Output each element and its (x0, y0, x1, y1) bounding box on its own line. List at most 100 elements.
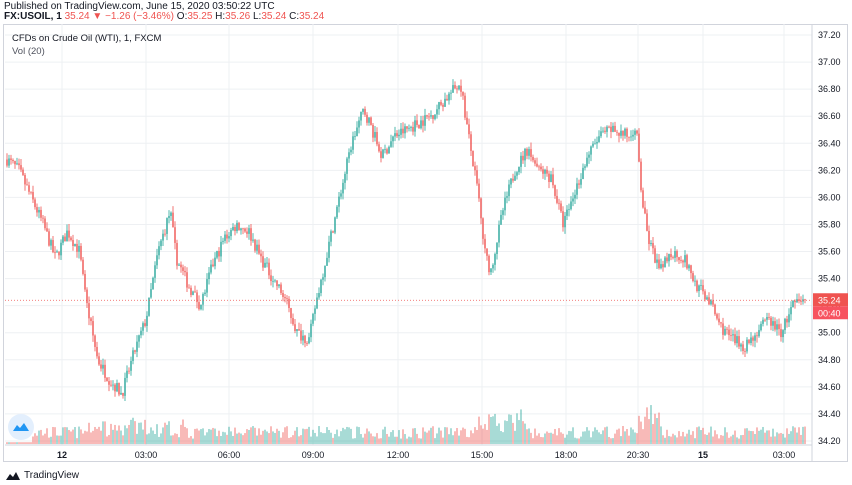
volume-bar (80, 429, 82, 444)
volume-bar (50, 436, 52, 444)
candle-body (636, 130, 638, 134)
candle-body (780, 329, 782, 338)
volume-bar (92, 430, 94, 444)
last-price-line: 35.24 00:40 (5, 293, 848, 320)
volume-bar (668, 436, 670, 444)
candle-body (578, 183, 580, 185)
volume-bar (210, 429, 212, 444)
volume-bar (680, 436, 682, 444)
volume-bar (126, 428, 128, 444)
volume-bar (578, 438, 580, 444)
volume-bar (128, 424, 130, 444)
candle-body (258, 244, 260, 254)
volume-bar (622, 426, 624, 444)
y-tick-label: 36.60 (818, 111, 841, 121)
tradingview-badge-icon[interactable] (8, 414, 34, 440)
volume-bar (20, 442, 22, 444)
volume-bar (194, 428, 196, 444)
candle-body (80, 245, 82, 260)
candle-body (496, 242, 498, 255)
candle-body (322, 277, 324, 280)
x-tick-label: 20:30 (627, 450, 650, 460)
volume-bar (796, 432, 798, 444)
candle-body (486, 248, 488, 256)
candle-body (386, 149, 388, 154)
x-tick-label: 15 (698, 450, 708, 460)
candle-body (132, 350, 134, 361)
candle-body (424, 115, 426, 126)
volume-bar (748, 430, 750, 444)
volume-bar (420, 438, 422, 444)
candle-body (136, 341, 138, 352)
volume-bar (552, 433, 554, 444)
volume-bar (494, 413, 496, 444)
candle-body (564, 215, 566, 228)
candle-body (266, 262, 268, 264)
volume-bar (242, 435, 244, 444)
candle-body (512, 178, 514, 181)
volume-bar (322, 433, 324, 444)
candle-body (192, 291, 194, 295)
volume-bar (120, 430, 122, 444)
volume-bar (544, 433, 546, 444)
high-value: 35.26 (225, 11, 251, 22)
candle-body (764, 319, 766, 321)
candle-body (670, 254, 672, 258)
volume-bar (350, 428, 352, 444)
candle-body (300, 330, 302, 341)
last-price-tag (813, 293, 848, 307)
candle-body (672, 257, 674, 258)
volume-bar (338, 436, 340, 444)
candle-body (684, 255, 686, 263)
candle-body (478, 183, 480, 199)
volume-bar (104, 421, 106, 444)
volume-bar (112, 429, 114, 444)
candle-body (714, 304, 716, 315)
candle-body (420, 120, 422, 129)
candle-body (650, 242, 652, 245)
footer-brand: TradingView (24, 470, 80, 481)
volume-bar (540, 437, 542, 444)
volume-bar (162, 427, 164, 444)
volume-bar (766, 430, 768, 444)
volume-bar (464, 428, 466, 444)
candle-body (100, 364, 102, 369)
candle-body (796, 299, 798, 303)
volume-bar (248, 429, 250, 444)
candle-body (656, 259, 658, 263)
candle-body (700, 285, 702, 286)
volume-bar (252, 426, 254, 444)
volume-bar (290, 437, 292, 444)
volume-bar (660, 426, 662, 444)
volume-bar (200, 429, 202, 444)
volume-bar (180, 424, 182, 444)
time-axis: 12 03:00 06:00 09:00 12:00 15:00 18:00 20:30 15 0… (5, 444, 812, 460)
volume-bar (496, 425, 498, 444)
candle-body (180, 264, 182, 268)
candle-body (392, 136, 394, 142)
volume-bar (178, 437, 180, 444)
candle-body (730, 335, 732, 336)
candle-body (256, 244, 258, 251)
volume-bar (70, 431, 72, 444)
volume-bar (490, 417, 492, 444)
candle-body (416, 120, 418, 125)
candle-body (138, 335, 140, 342)
candle-body (708, 297, 710, 305)
candle-body (626, 128, 628, 137)
volume-bar (698, 426, 700, 444)
chart-frame[interactable] (3, 24, 848, 462)
volume-bar (644, 416, 646, 444)
candle-body (430, 115, 432, 117)
candle-body (500, 214, 502, 225)
volume-bar (654, 413, 656, 444)
candle-body (60, 242, 62, 256)
y-tick-label: 36.40 (818, 138, 841, 148)
volume-bar (794, 427, 796, 444)
volume-bar (462, 427, 464, 444)
candle-body (26, 184, 28, 186)
volume-bar (452, 435, 454, 444)
volume-bar (588, 430, 590, 444)
candle-body (460, 85, 462, 92)
